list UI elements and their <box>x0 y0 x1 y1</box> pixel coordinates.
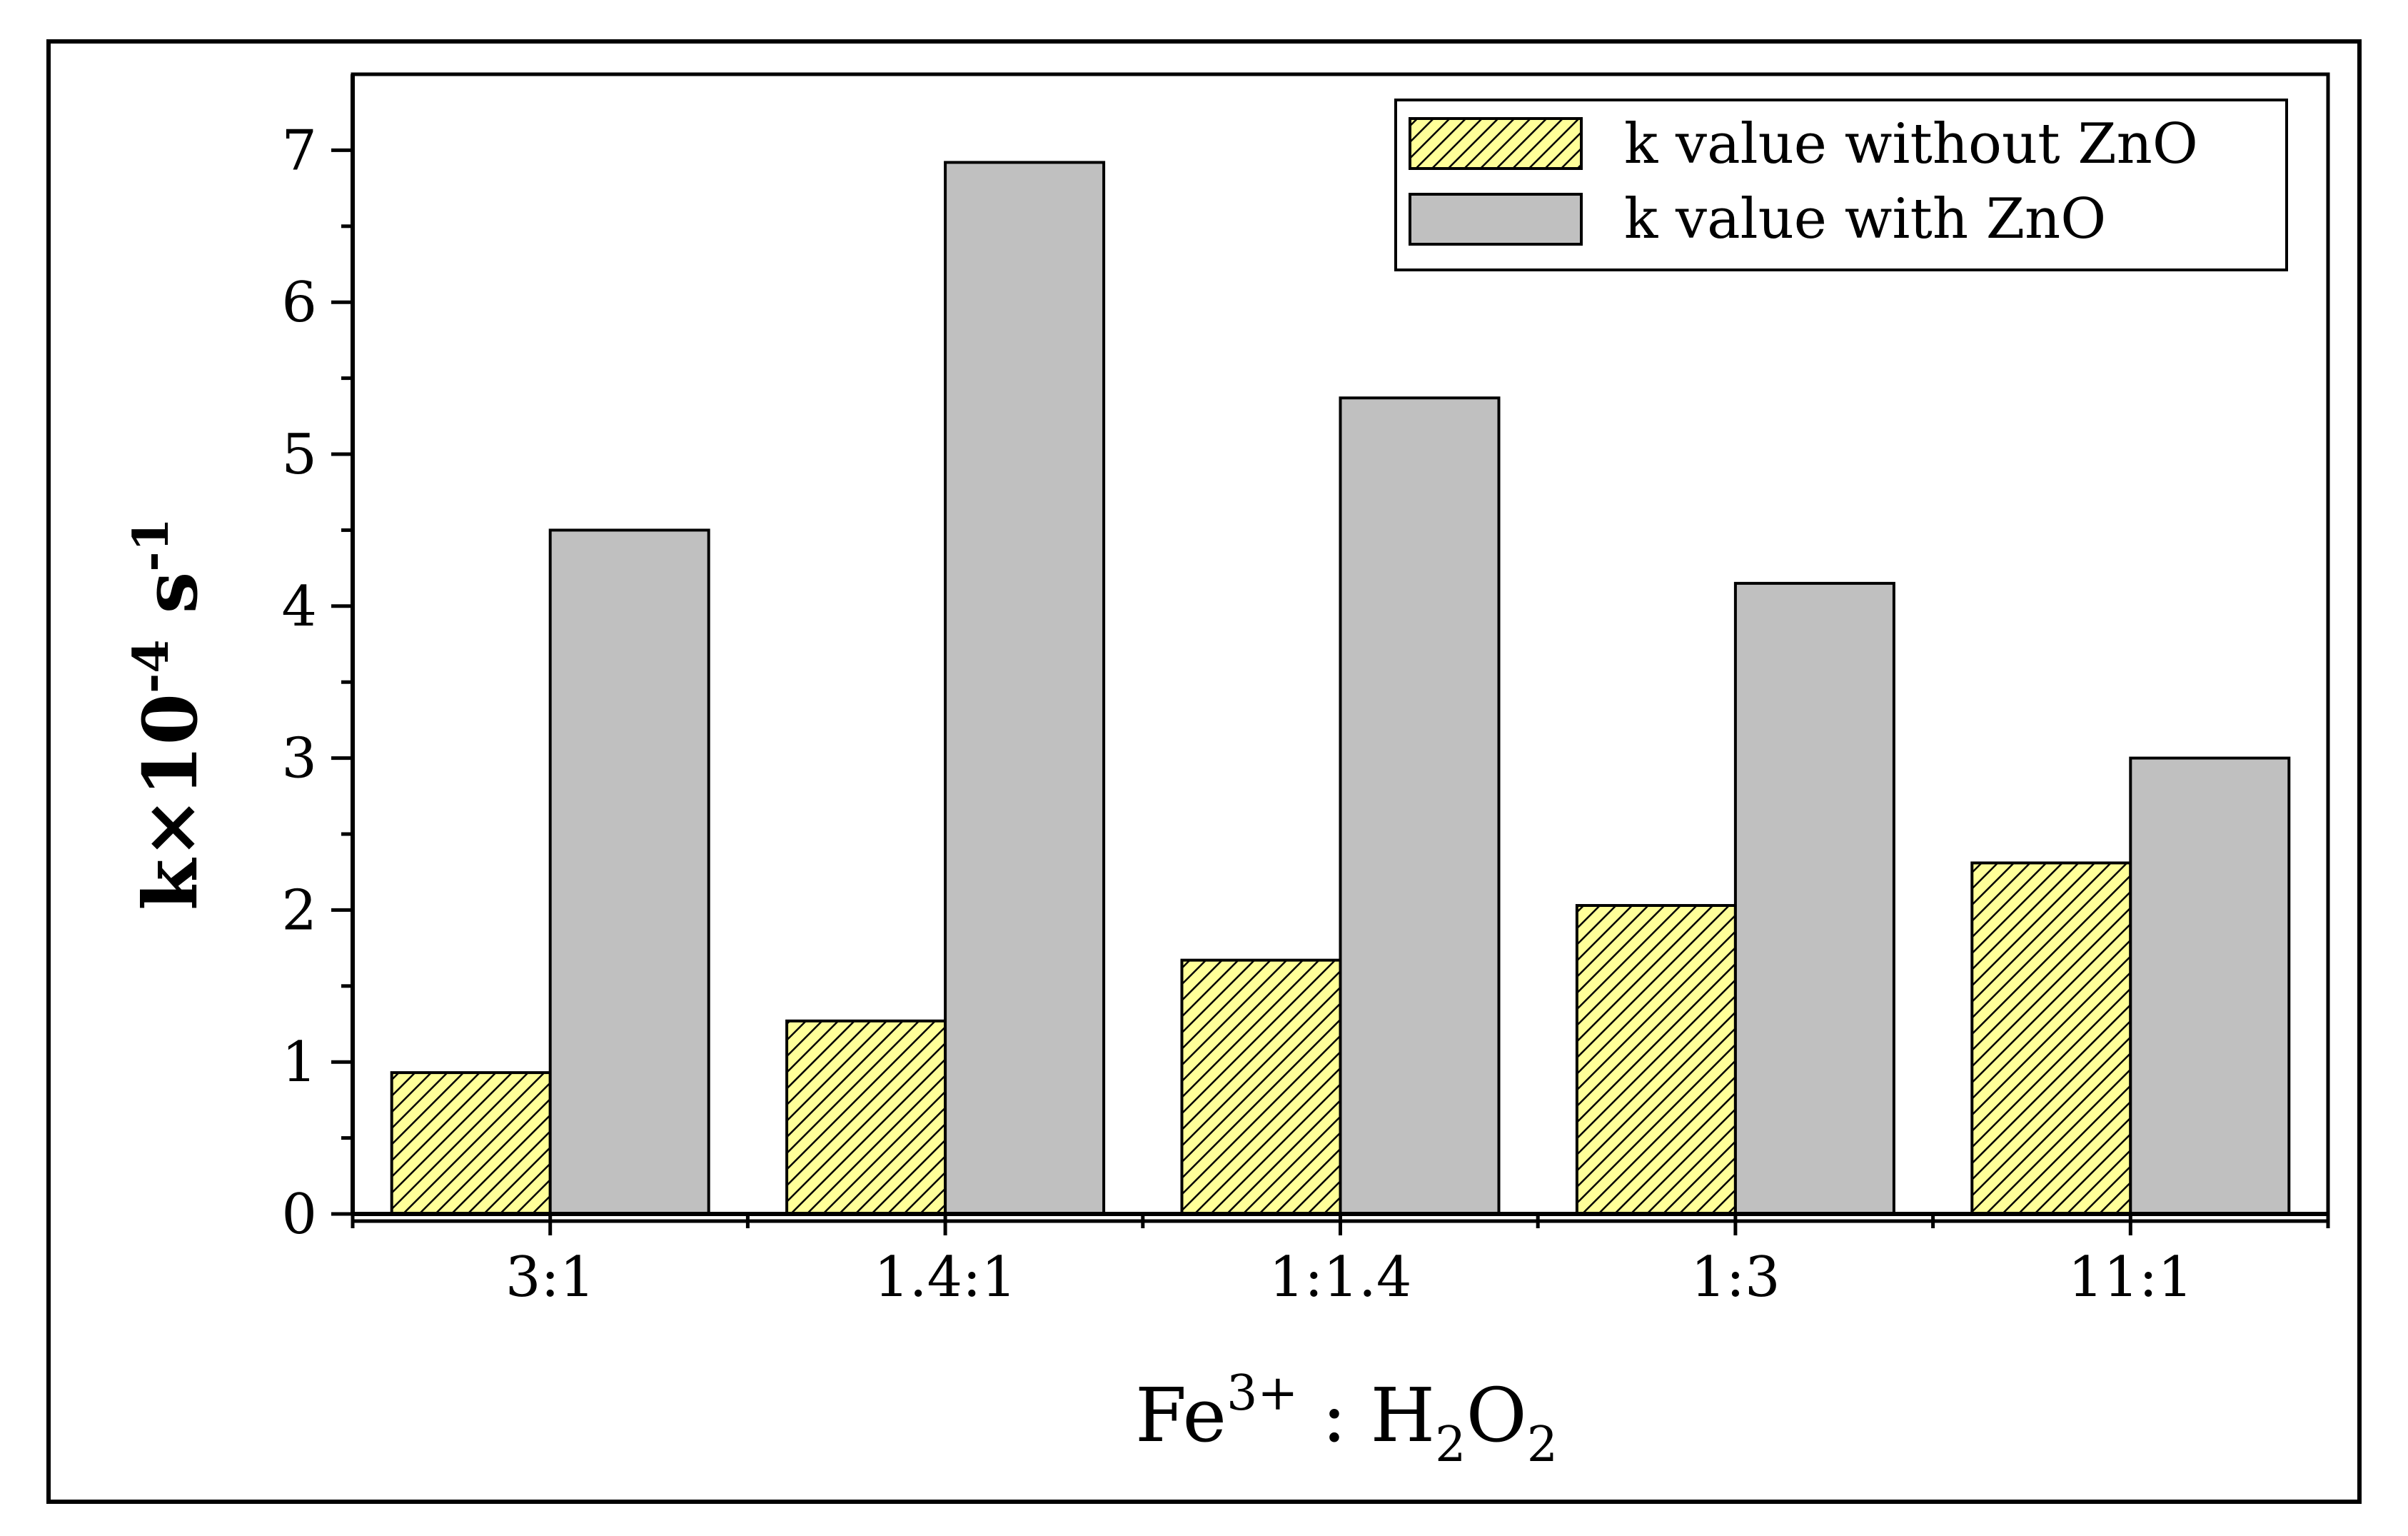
y-axis-title-unit-sup: -1 <box>123 518 180 572</box>
bar-without-zno-0 <box>390 1071 552 1215</box>
bars-group <box>390 161 2291 1216</box>
y-tick-label-2: 2 <box>281 878 317 943</box>
y-tick-label-7: 7 <box>281 119 317 183</box>
x-tick-label-0: 3:1 <box>505 1245 595 1310</box>
bar-with-zno-3 <box>1733 581 1895 1215</box>
x-axis-title: Fe3+ : H2O2 <box>1135 1365 1558 1473</box>
bar-with-zno-1 <box>944 161 1106 1216</box>
bar-without-zno-3 <box>1575 904 1737 1215</box>
x-tick-label-1: 1.4:1 <box>874 1245 1017 1310</box>
legend-swatch-without-zno <box>1409 117 1583 170</box>
y-axis-title-sup: -4 <box>123 639 180 693</box>
legend-label-without-zno: k value without ZnO <box>1624 112 2198 176</box>
x-tick-label-2: 1:1.4 <box>1269 1245 1412 1310</box>
y-tick-label-6: 6 <box>281 271 317 335</box>
x-axis-title-o: O <box>1466 1372 1526 1459</box>
bar-without-zno-2 <box>1180 958 1342 1216</box>
y-tick-label-3: 3 <box>281 727 317 791</box>
y-axis-title-unit: s <box>126 572 214 640</box>
y-axis-title: k×10-4 s-1 <box>123 518 214 910</box>
legend: k value without ZnO k value with ZnO <box>1394 99 2288 271</box>
bar-without-zno-4 <box>1970 861 2132 1215</box>
y-tick-label-5: 5 <box>281 423 317 487</box>
axes-group: 0 1 2 3 4 5 6 7 3:1 1.4:1 1:1.4 1:3 11:1 <box>281 74 2330 1310</box>
x-axis-title-mid: : H <box>1298 1372 1435 1459</box>
x-tick-label-4: 11:1 <box>2068 1245 2193 1310</box>
legend-swatch-with-zno <box>1409 193 1583 246</box>
x-axis-title-sup: 3+ <box>1226 1365 1298 1422</box>
y-tick-label-0: 0 <box>281 1183 317 1247</box>
outer-frame <box>46 39 2362 1504</box>
y-tick-label-4: 4 <box>281 575 317 639</box>
x-axis-title-sub2: 2 <box>1527 1417 1558 1473</box>
bar-with-zno-2 <box>1339 396 1501 1215</box>
bar-without-zno-1 <box>785 1019 947 1216</box>
x-tick-label-3: 1:3 <box>1691 1245 1780 1310</box>
bar-with-zno-4 <box>2129 756 2291 1215</box>
x-axis-title-base: Fe <box>1135 1372 1226 1459</box>
legend-label-with-zno: k value with ZnO <box>1624 187 2106 251</box>
x-axis-title-sub1: 2 <box>1435 1417 1466 1473</box>
y-axis-title-main: k×10 <box>126 693 214 910</box>
bar-with-zno-0 <box>548 528 710 1215</box>
y-tick-label-1: 1 <box>281 1030 317 1095</box>
